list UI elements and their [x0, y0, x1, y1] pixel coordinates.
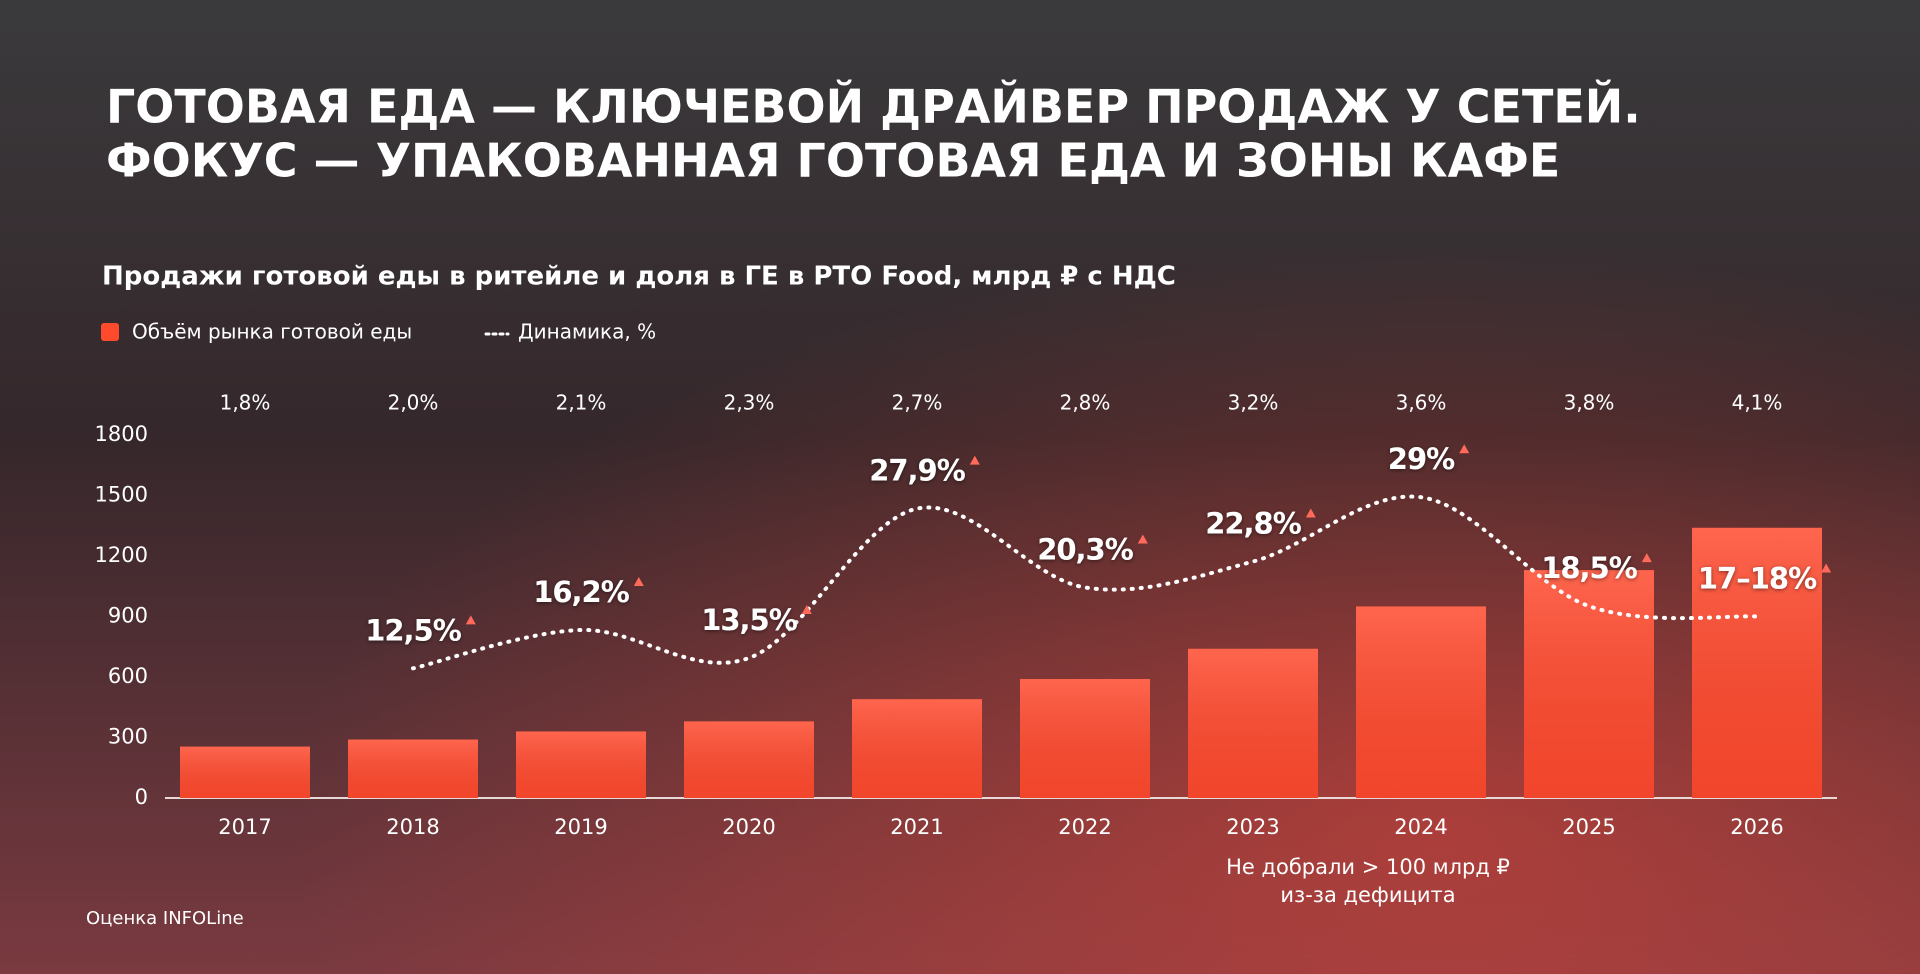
bar-shade [684, 721, 814, 798]
x-tick-label: 2024 [1394, 815, 1447, 839]
share-label: 2,1% [556, 391, 607, 415]
share-label: 3,6% [1396, 391, 1447, 415]
share-label: 2,8% [1060, 391, 1111, 415]
source: Оценка INFOLine [86, 908, 244, 929]
x-tick-label: 2026 [1730, 815, 1783, 839]
chart-title: Продажи готовой еды в ритейле и доля в Г… [102, 262, 1176, 292]
x-tick-label: 2021 [890, 815, 943, 839]
y-tick-label: 1800 [95, 422, 148, 446]
x-tick-label: 2018 [386, 815, 439, 839]
growth-arrow [465, 615, 476, 625]
y-tick-label: 1200 [95, 543, 148, 567]
bar-shade [348, 739, 478, 798]
share-label: 4,1% [1732, 391, 1783, 415]
annotation: Не добрали > 100 млрд ₽ [1226, 855, 1510, 879]
growth-arrow [1459, 444, 1470, 454]
growth-label: 12,5% [365, 613, 462, 647]
x-tick-label: 2022 [1058, 815, 1111, 839]
growth-line [411, 494, 1759, 671]
share-label: 2,7% [892, 391, 943, 415]
title-line: ГОТОВАЯ ЕДА — КЛЮЧЕВОЙ ДРАЙВЕР ПРОДАЖ У … [106, 80, 1641, 134]
share-label: 3,2% [1228, 391, 1279, 415]
bar-shade [180, 746, 310, 798]
annotation: из-за дефицита [1280, 883, 1455, 907]
growth-label: 20,3% [1037, 532, 1134, 566]
y-tick-label: 0 [135, 785, 148, 809]
growth-arrow [801, 604, 812, 614]
growth-arrow [633, 576, 644, 586]
bar-shade [852, 699, 982, 798]
bar-shade [516, 731, 646, 798]
legend-label: Динамика, % [518, 320, 656, 344]
share-label: 3,8% [1564, 391, 1615, 415]
x-tick-label: 2025 [1562, 815, 1615, 839]
growth-arrow [1641, 553, 1652, 563]
bar-shade [1524, 570, 1654, 798]
growth-label: 16,2% [533, 575, 630, 609]
x-tick-label: 2023 [1226, 815, 1279, 839]
growth-arrow [1305, 508, 1316, 518]
growth-label: 27,9% [869, 454, 966, 488]
bar-shade [1692, 527, 1822, 798]
bar-shade [1356, 606, 1486, 798]
bar-shade [1188, 648, 1318, 798]
bar-shade [1020, 679, 1150, 798]
growth-arrow [1137, 534, 1148, 544]
y-tick-label: 600 [108, 664, 148, 688]
share-label: 2,0% [388, 391, 439, 415]
y-tick-label: 900 [108, 604, 148, 628]
x-tick-label: 2020 [722, 815, 775, 839]
legend-swatch [101, 323, 119, 341]
y-tick-label: 1500 [95, 483, 148, 507]
growth-label: 29% [1388, 442, 1455, 476]
growth-label: 18,5% [1541, 551, 1638, 585]
legend-label: Объём рынка готовой еды [132, 320, 412, 344]
growth-arrow [1821, 563, 1832, 573]
x-tick-label: 2017 [218, 815, 271, 839]
share-label: 1,8% [220, 391, 271, 415]
y-tick-label: 300 [108, 725, 148, 749]
growth-arrow [969, 455, 980, 465]
growth-label: 17–18% [1698, 562, 1817, 596]
growth-label: 13,5% [701, 603, 798, 637]
growth-label: 22,8% [1205, 507, 1302, 541]
title-line: ФОКУС — УПАКОВАННАЯ ГОТОВАЯ ЕДА И ЗОНЫ К… [106, 134, 1560, 188]
share-label: 2,3% [724, 391, 775, 415]
x-tick-label: 2019 [554, 815, 607, 839]
